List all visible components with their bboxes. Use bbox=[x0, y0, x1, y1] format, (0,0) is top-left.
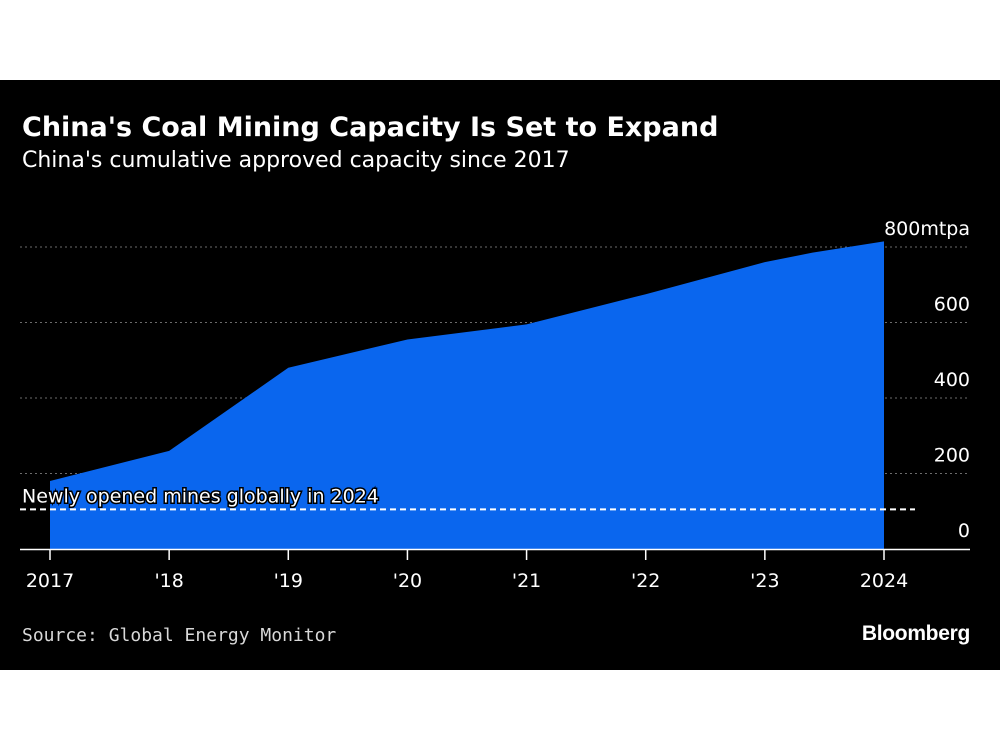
area-series bbox=[50, 241, 884, 549]
area-chart: Newly opened mines globally in 2024 2017… bbox=[20, 218, 970, 592]
x-tick-label: '23 bbox=[750, 570, 779, 592]
source-note: Source: Global Energy Monitor bbox=[22, 625, 337, 646]
capacity-area bbox=[50, 241, 884, 549]
chart-subtitle: China's cumulative approved capacity sin… bbox=[22, 148, 570, 173]
reference-line-label: Newly opened mines globally in 2024 bbox=[22, 485, 379, 507]
x-tick-label: 2017 bbox=[26, 570, 74, 592]
x-tick-label: 2024 bbox=[860, 570, 908, 592]
x-tick-label: '19 bbox=[274, 570, 303, 592]
reference-line-group: Newly opened mines globally in 2024 bbox=[20, 484, 915, 511]
y-tick-label: 200 bbox=[934, 445, 970, 467]
y-tick-label: 0 bbox=[958, 520, 970, 542]
y-tick-label: 400 bbox=[934, 369, 970, 391]
y-tick-label: 800mtpa bbox=[884, 218, 970, 240]
bloomberg-logo: Bloomberg bbox=[861, 622, 970, 645]
x-axis: 2017 '18 '19 '20 '21 '22 '23 2024 bbox=[20, 548, 970, 592]
x-tick-label: '18 bbox=[154, 570, 183, 592]
y-axis: 0 200 400 600 800mtpa bbox=[884, 218, 970, 542]
x-tick-label: '21 bbox=[512, 570, 541, 592]
x-tick-label: '22 bbox=[631, 570, 660, 592]
y-tick-label: 600 bbox=[934, 294, 970, 316]
x-tick-label: '20 bbox=[393, 570, 422, 592]
chart-title: China's Coal Mining Capacity Is Set to E… bbox=[22, 112, 719, 143]
chart-card: China's Coal Mining Capacity Is Set to E… bbox=[0, 80, 1000, 670]
